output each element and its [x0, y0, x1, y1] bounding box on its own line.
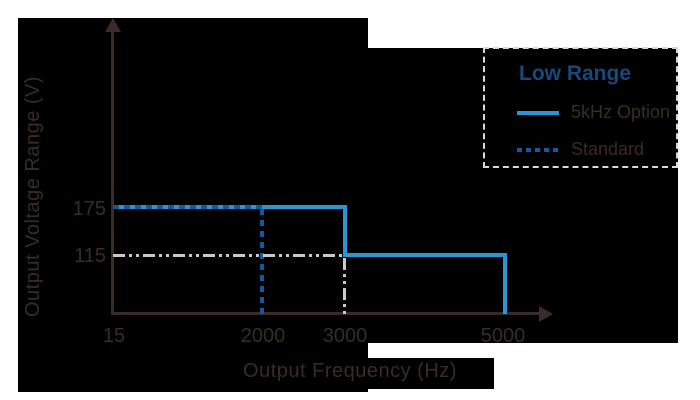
solid-line-swatch-icon: [517, 110, 559, 115]
x-axis: [111, 312, 541, 315]
series-standard-segment-175v: [113, 205, 263, 209]
dashed-line-swatch-icon: [517, 147, 559, 152]
x-tick-2000: 2000: [240, 325, 286, 347]
y-tick-115: 115: [74, 245, 106, 267]
legend-title: Low Range: [519, 62, 632, 85]
series-5khz-drop-3000hz: [343, 205, 347, 257]
y-axis-arrow-icon: [105, 18, 121, 32]
legend-box: Low Range 5kHz Option Standard: [483, 47, 678, 168]
x-axis-title: Output Frequency (Hz): [243, 360, 457, 382]
x-tick-15: 15: [102, 325, 126, 347]
legend-item-standard: Standard: [517, 139, 676, 160]
y-axis: [111, 30, 114, 314]
x-tick-3000: 3000: [322, 325, 368, 347]
guide-line-drop-3000hz: [343, 258, 346, 314]
guide-line-115v: [113, 254, 345, 257]
x-axis-arrow-icon: [539, 306, 553, 322]
y-tick-175: 175: [72, 198, 106, 220]
series-standard-drop-2000hz: [260, 209, 264, 314]
chart-panel-xlabel: [368, 358, 494, 389]
legend-item-5khz-option: 5kHz Option: [517, 102, 676, 123]
series-5khz-drop-5000hz: [503, 253, 507, 314]
legend-item-label: Standard: [571, 139, 645, 159]
legend-item-label: 5kHz Option: [571, 102, 671, 122]
x-tick-5000: 5000: [480, 325, 526, 347]
series-5khz-segment-115v: [343, 253, 507, 257]
y-axis-title: Output Voltage Range (V): [22, 75, 44, 317]
chart-panel-right: [368, 48, 678, 343]
